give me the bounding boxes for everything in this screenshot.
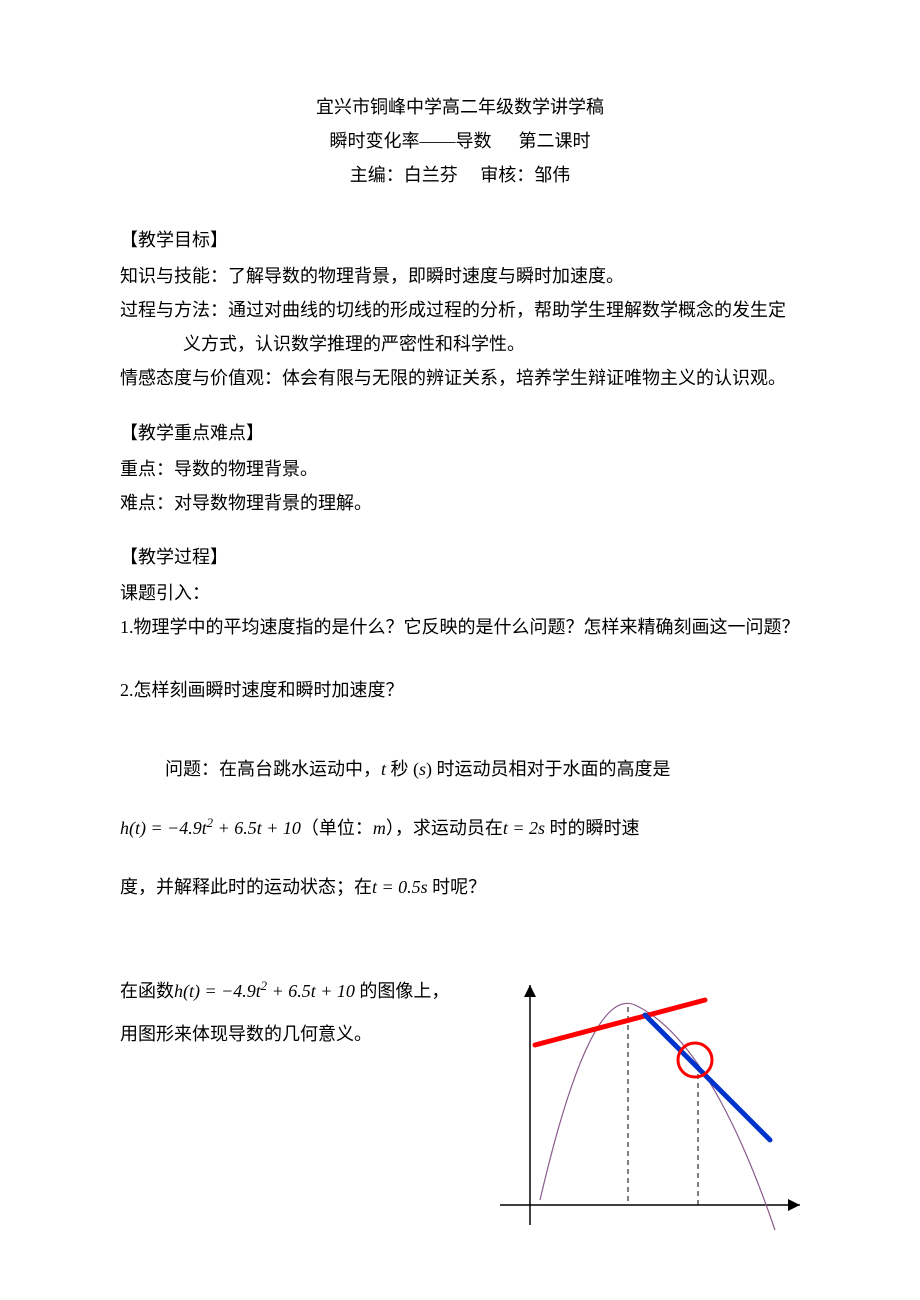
question-1: 1.物理学中的平均速度指的是什么？它反映的是什么问题？怎样来精确刻画这一问题？ — [120, 610, 800, 644]
t-eq-2s: t = 2s — [503, 818, 545, 838]
reviewer-label: 审核：邹伟 — [480, 165, 570, 185]
process-label: 过程与方法： — [120, 300, 228, 320]
process-text: 通过对曲线的切线的形成过程的分析，帮助学生理解数学概念的发生定义方式，认识数学推… — [183, 300, 786, 354]
objective-knowledge: 知识与技能：了解导数的物理背景，即瞬时速度与瞬时加速度。 — [120, 259, 800, 293]
objective-process: 过程与方法：通过对曲线的切线的形成过程的分析，帮助学生理解数学概念的发生定义方式… — [120, 293, 800, 361]
header-line-3: 主编：白兰芬 审核：邹伟 — [120, 158, 800, 192]
chart-formula: h(t) = −4.9t2 + 6.5t + 10 — [174, 981, 355, 1001]
unit-m: m — [373, 818, 386, 838]
derivative-geometry-chart — [480, 965, 820, 1245]
section-keypoints-title: 【教学重点难点】 — [120, 416, 800, 450]
problem-end2: 时的瞬时速 — [545, 818, 640, 838]
header-line-1: 宜兴市铜峰中学高二年级数学讲学稿 — [120, 90, 800, 124]
keypoint-key: 重点：导数的物理背景。 — [120, 452, 800, 486]
keypoint-difficulty: 难点：对导数物理背景的理解。 — [120, 486, 800, 520]
document-header: 宜兴市铜峰中学高二年级数学讲学稿 瞬时变化率——导数 第二课时 主编：白兰芬 审… — [120, 90, 800, 193]
difficulty-label: 难点： — [120, 493, 174, 513]
problem-mid2: ），求运动员在 — [386, 818, 503, 838]
question-2: 2.怎样刻画瞬时速度和瞬时加速度？ — [120, 673, 800, 707]
problem-suffix3: 时呢？ — [428, 877, 487, 897]
lesson-number: 第二课时 — [519, 131, 591, 151]
section-process-title: 【教学过程】 — [120, 540, 800, 574]
key-label: 重点： — [120, 459, 174, 479]
t-eq-05s: t = 0.5s — [372, 877, 428, 897]
problem-line-2: h(t) = −4.9t2 + 6.5t + 10（单位：m），求运动员在t =… — [120, 811, 800, 845]
problem-prefix: 问题：在高台跳水运动中， — [165, 759, 381, 779]
editor-label: 主编：白兰芬 — [350, 165, 458, 185]
chart-intro-suffix: 的图像上， — [355, 981, 450, 1001]
knowledge-text: 了解导数的物理背景，即瞬时速度与瞬时加速度。 — [228, 266, 624, 286]
problem-prefix3: 度，并解释此时的运动状态；在 — [120, 877, 372, 897]
topic-title: 瞬时变化率——导数 — [330, 131, 492, 151]
problem-mid1: 秒 ( — [386, 759, 419, 779]
process-intro: 课题引入： — [120, 576, 800, 610]
chart-intro-prefix: 在函数 — [120, 981, 174, 1001]
objective-attitude: 情感态度与价值观：体会有限与无限的辨证关系，培养学生辩证唯物主义的认识观。 — [120, 361, 800, 395]
header-line-2: 瞬时变化率——导数 第二课时 — [120, 124, 800, 158]
unit-prefix: （单位： — [301, 818, 373, 838]
attitude-label: 情感态度与价值观： — [120, 368, 282, 388]
knowledge-label: 知识与技能： — [120, 266, 228, 286]
problem-line-3: 度，并解释此时的运动状态；在t = 0.5s 时呢？ — [120, 870, 800, 904]
formula-h: h(t) = −4.9t2 + 6.5t + 10 — [120, 818, 301, 838]
section-objectives-title: 【教学目标】 — [120, 223, 800, 257]
attitude-text: 体会有限与无限的辨证关系，培养学生辩证唯物主义的认识观。 — [282, 368, 786, 388]
difficulty-text: 对导数物理背景的理解。 — [174, 493, 372, 513]
key-text: 导数的物理背景。 — [174, 459, 318, 479]
problem-line-1: 问题：在高台跳水运动中，t 秒 (s) 时运动员相对于水面的高度是 — [120, 752, 800, 786]
problem-suffix1: ) 时运动员相对于水面的高度是 — [426, 759, 671, 779]
var-s: s — [419, 759, 426, 779]
